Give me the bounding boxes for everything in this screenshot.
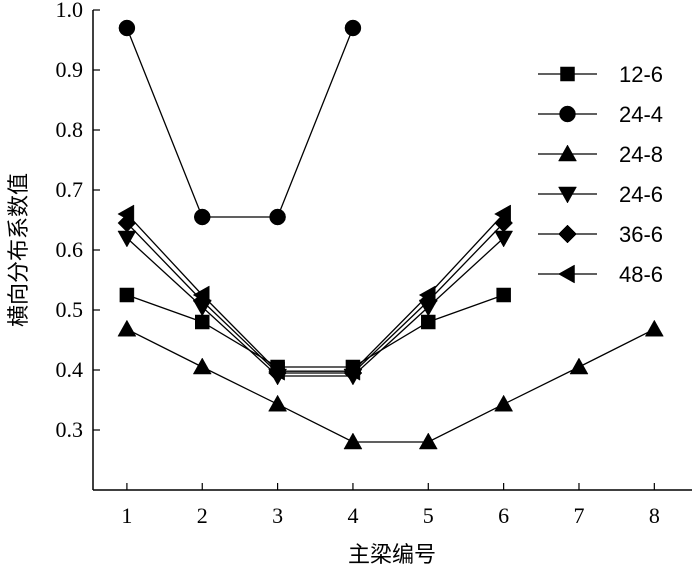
legend-label: 24-6: [619, 182, 663, 207]
series-36-6: [117, 213, 513, 383]
series-12-6: [119, 287, 511, 375]
y-tick-label: 0.6: [56, 237, 84, 262]
data-point-48-6: [418, 285, 436, 305]
legend-marker: [558, 144, 577, 162]
series-24-4: [118, 19, 362, 226]
x-tick-label: 1: [121, 503, 132, 528]
data-point-24-8: [418, 432, 438, 450]
series-48-6: [117, 204, 511, 381]
series-line-12-6: [126, 294, 504, 368]
series-line-48-6: [126, 213, 505, 372]
y-tick-label: 0.3: [56, 417, 84, 442]
data-point-12-6: [119, 287, 135, 303]
x-axis-title: 主梁编号: [348, 543, 436, 568]
data-point-12-6: [421, 314, 436, 330]
legend-item-36-6: 36-6: [538, 222, 663, 247]
data-point-12-6: [195, 314, 210, 330]
data-point-24-8: [117, 319, 137, 337]
y-ticks: 0.3 0.4 0.5 0.6 0.7 0.8 0.9 1.0: [56, 0, 100, 442]
data-point-24-4: [344, 19, 362, 37]
y-axis-title: 横向分布系数值: [7, 173, 32, 327]
axes: [92, 10, 692, 491]
legend-marker: [559, 105, 576, 123]
data-point-48-6: [117, 204, 135, 224]
data-point-24-8: [569, 357, 589, 375]
x-ticks: 1 2 3 4 5 6 7 8: [121, 483, 660, 528]
data-point-24-8: [268, 394, 288, 412]
y-tick-label: 0.4: [56, 357, 84, 382]
y-tick-label: 0.8: [56, 117, 84, 142]
data-point-24-4: [118, 19, 136, 37]
data-point-24-4: [269, 208, 286, 226]
series-line-24-8: [126, 328, 655, 443]
data-point-24-8: [343, 432, 363, 450]
x-tick-label: 7: [573, 503, 584, 528]
y-tick-label: 0.7: [56, 177, 84, 202]
legend-marker: [558, 224, 577, 244]
legend-marker: [557, 264, 575, 284]
series-24-6: [117, 230, 514, 386]
data-point-24-8: [494, 394, 514, 412]
x-tick-label: 4: [347, 503, 358, 528]
legend-label: 24-4: [619, 102, 663, 127]
data-point-48-6: [268, 361, 285, 381]
x-tick-label: 5: [423, 503, 434, 528]
legend-item-48-6: 48-6: [538, 262, 663, 287]
legend-marker: [558, 186, 577, 204]
y-tick-label: 0.9: [56, 57, 84, 82]
x-tick-label: 3: [272, 503, 283, 528]
legend-label: 36-6: [619, 222, 663, 247]
y-tick-label: 0.5: [56, 297, 84, 322]
legend-label: 12-6: [619, 62, 663, 87]
data-point-24-8: [192, 357, 212, 375]
y-tick-label: 1.0: [56, 0, 84, 22]
legend-marker: [560, 66, 575, 82]
legend-item-24-8: 24-8: [538, 142, 663, 167]
data-point-48-6: [343, 361, 361, 381]
series-line-24-4: [126, 27, 354, 218]
x-tick-label: 8: [649, 503, 660, 528]
legend-item-12-6: 12-6: [538, 62, 663, 87]
x-tick-label: 2: [197, 503, 208, 528]
legend-label: 48-6: [619, 262, 663, 287]
series-24-8: [117, 319, 664, 450]
data-point-24-8: [644, 319, 664, 337]
series-layer: [117, 19, 664, 450]
data-point-48-6: [192, 285, 210, 305]
legend-item-24-6: 24-6: [538, 182, 663, 207]
data-point-12-6: [496, 287, 511, 303]
data-point-48-6: [494, 204, 511, 224]
data-point-24-4: [194, 208, 211, 226]
legend-label: 24-8: [619, 142, 663, 167]
series-line-24-6: [126, 237, 505, 377]
legend-item-24-4: 24-4: [538, 102, 663, 127]
legend: 12-6 24-4 24-8 24-6 36-6 48-6: [538, 62, 663, 287]
series-line-36-6: [126, 222, 505, 374]
x-tick-label: 6: [498, 503, 509, 528]
